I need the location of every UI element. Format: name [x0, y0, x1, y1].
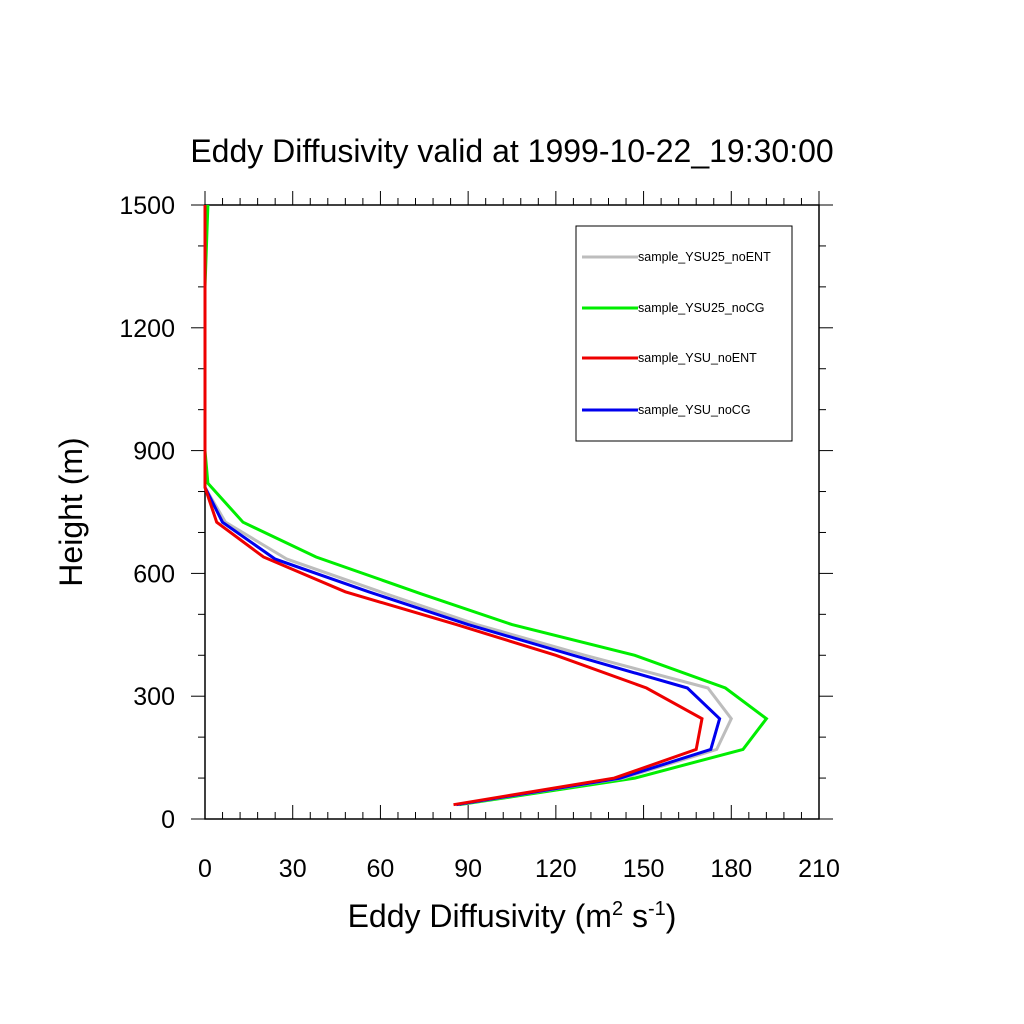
x-tick-label: 0: [198, 855, 212, 883]
x-tick-label: 210: [798, 855, 840, 883]
series-line-sample_YSU_noENT: [203, 205, 704, 807]
x-tick-label: 60: [367, 855, 395, 883]
legend-label: sample_YSU_noENT: [638, 351, 757, 365]
x-tick-label: 90: [454, 855, 482, 883]
y-tick-label: 1500: [119, 192, 175, 220]
y-tick-label: 600: [133, 560, 175, 588]
x-tick-label: 150: [623, 855, 665, 883]
y-tick-label: 0: [161, 806, 175, 834]
legend-label: sample_YSU25_noENT: [638, 250, 771, 264]
x-axis-label-mid: s: [623, 898, 648, 934]
y-tick-label: 300: [133, 683, 175, 711]
x-tick-label: 120: [535, 855, 577, 883]
x-axis-label: Eddy Diffusivity (m2 s-1): [348, 898, 677, 934]
x-axis-label-sup1: 2: [612, 898, 623, 920]
y-tick-label: 900: [133, 438, 175, 466]
y-tick-label: 1200: [119, 315, 175, 343]
chart-title: Eddy Diffusivity valid at 1999-10-22_19:…: [190, 133, 833, 169]
legend-label: sample_YSU25_noCG: [638, 301, 764, 315]
x-axis-label-base: Eddy Diffusivity (m: [348, 898, 612, 934]
legend-items: sample_YSU25_noENT sample_YSU25_noCGsampl…: [582, 250, 771, 417]
x-tick-label: 30: [279, 855, 307, 883]
x-tick-label: 180: [710, 855, 752, 883]
x-axis-label-sup2: -1: [648, 898, 666, 920]
legend: sample_YSU25_noENT sample_YSU25_noCGsampl…: [575, 225, 793, 442]
plot-frame: [204, 204, 820, 820]
legend-label: sample_YSU_noCG: [638, 403, 751, 417]
axis-ticks: [191, 191, 833, 820]
legend-box: [575, 225, 793, 442]
y-axis-label: Height (m): [53, 437, 89, 586]
x-axis-label-end: ): [666, 898, 677, 934]
axis-tick-labels: 0 30 60 90 120 150 180 210 0 300 600 900 1200 1500: [119, 192, 839, 883]
series-lines: [203, 204, 769, 807]
